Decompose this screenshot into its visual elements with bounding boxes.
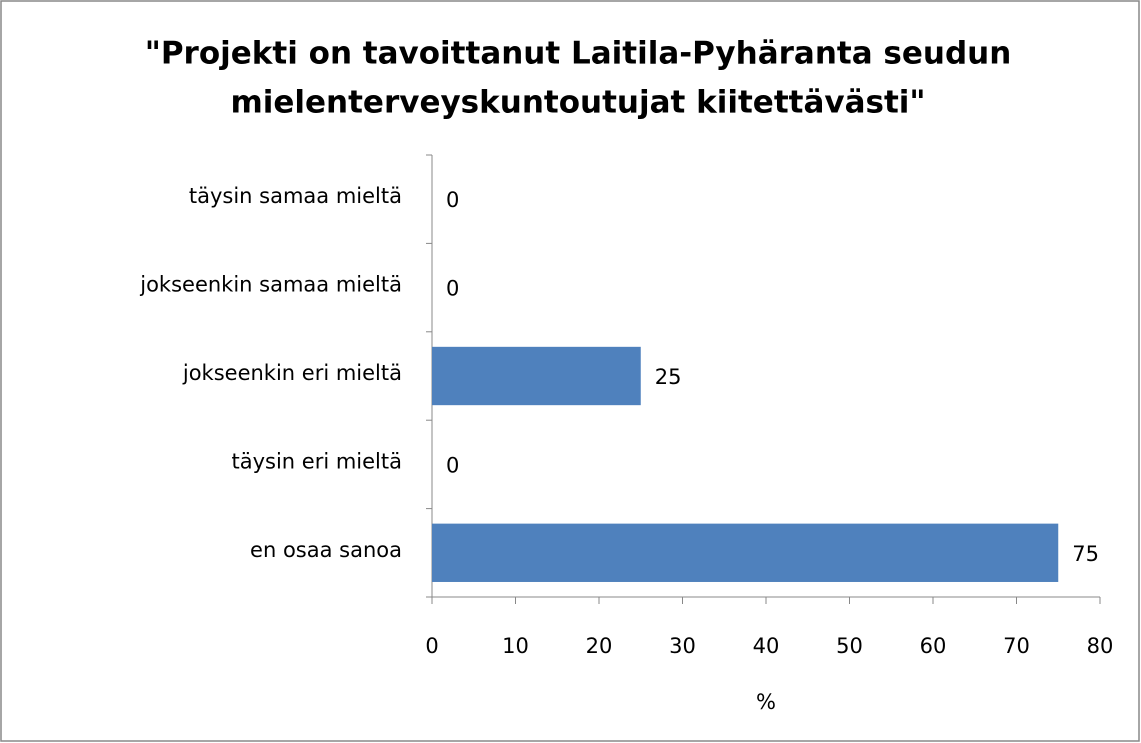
x-tick-label: 50 [836, 634, 863, 658]
x-tick-label: 80 [1087, 634, 1114, 658]
x-tick-label: 60 [920, 634, 947, 658]
bar [432, 523, 1059, 582]
x-axis-label: % [756, 690, 776, 714]
bar [432, 346, 641, 406]
x-tick-label: 10 [502, 634, 529, 658]
x-tick-label: 20 [586, 634, 613, 658]
chart-title: mielenterveyskuntoutujat kiitettävästi" [230, 85, 925, 121]
y-tick-label: jokseenkin samaa mieltä [139, 273, 402, 297]
data-label: 75 [1072, 542, 1099, 566]
y-tick-label: en osaa sanoa [250, 538, 402, 562]
x-tick-label: 40 [753, 634, 780, 658]
data-label: 0 [446, 188, 459, 212]
x-tick-label: 70 [1003, 634, 1030, 658]
chart-title: "Projekti on tavoittanut Laitila-Pyhäran… [145, 36, 1012, 72]
y-tick-label: täysin eri mieltä [231, 449, 402, 473]
x-tick-label: 30 [669, 634, 696, 658]
y-tick-label: täysin samaa mieltä [189, 184, 402, 208]
x-tick-label: 0 [425, 634, 438, 658]
y-tick-label: jokseenkin eri mieltä [182, 361, 402, 385]
data-label: 25 [655, 365, 682, 389]
data-label: 0 [446, 453, 459, 477]
data-label: 0 [446, 277, 459, 301]
